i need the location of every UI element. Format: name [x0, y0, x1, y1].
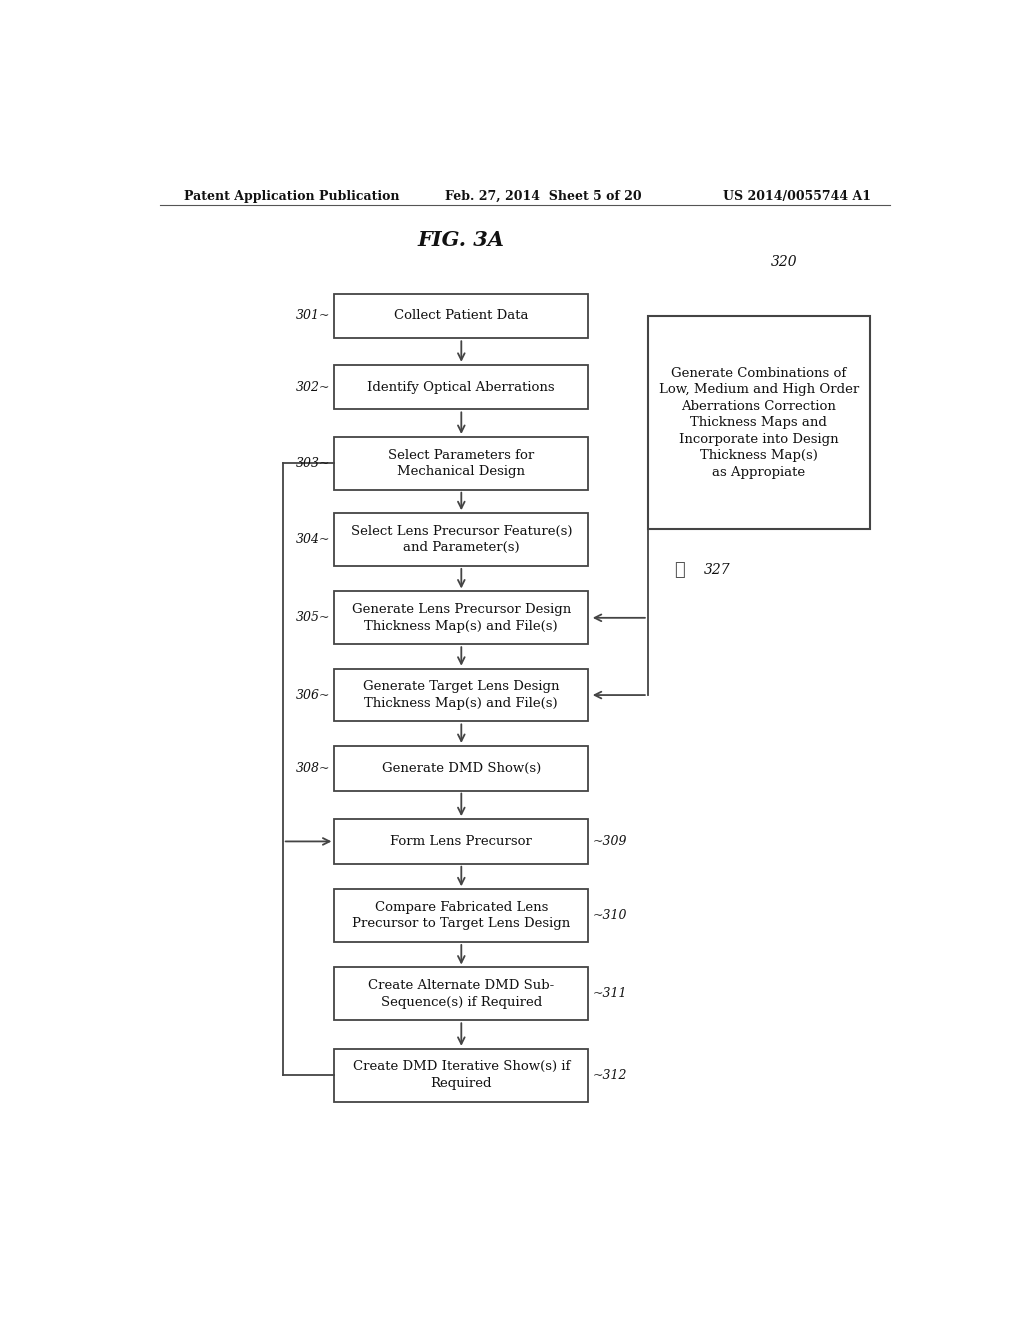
- Text: ~309: ~309: [592, 836, 627, 847]
- Bar: [334, 591, 588, 644]
- Text: 302~: 302~: [296, 380, 331, 393]
- Text: Generate Lens Precursor Design
Thickness Map(s) and File(s): Generate Lens Precursor Design Thickness…: [351, 603, 571, 632]
- Bar: [334, 818, 588, 863]
- Bar: [334, 293, 588, 338]
- Text: 304~: 304~: [296, 533, 331, 546]
- Bar: [334, 1049, 588, 1102]
- Text: 301~: 301~: [296, 309, 331, 322]
- Text: ~312: ~312: [592, 1069, 627, 1081]
- Text: 320: 320: [771, 255, 798, 269]
- Text: Select Lens Precursor Feature(s)
and Parameter(s): Select Lens Precursor Feature(s) and Par…: [350, 525, 572, 554]
- Text: Generate Target Lens Design
Thickness Map(s) and File(s): Generate Target Lens Design Thickness Ma…: [364, 680, 559, 710]
- Text: Identify Optical Aberrations: Identify Optical Aberrations: [368, 380, 555, 393]
- Text: Generate DMD Show(s): Generate DMD Show(s): [382, 762, 541, 775]
- Bar: [334, 513, 588, 566]
- Text: 305~: 305~: [296, 611, 331, 624]
- Text: Create DMD Iterative Show(s) if
Required: Create DMD Iterative Show(s) if Required: [352, 1060, 570, 1090]
- Text: Form Lens Precursor: Form Lens Precursor: [390, 836, 532, 847]
- Text: ~310: ~310: [592, 909, 627, 923]
- Text: Create Alternate DMD Sub-
Sequence(s) if Required: Create Alternate DMD Sub- Sequence(s) if…: [369, 979, 554, 1008]
- Text: Compare Fabricated Lens
Precursor to Target Lens Design: Compare Fabricated Lens Precursor to Tar…: [352, 900, 570, 931]
- Bar: [334, 437, 588, 490]
- Text: Collect Patient Data: Collect Patient Data: [394, 309, 528, 322]
- Bar: [334, 890, 588, 942]
- Text: Select Parameters for
Mechanical Design: Select Parameters for Mechanical Design: [388, 449, 535, 478]
- Text: ~311: ~311: [592, 987, 627, 1001]
- Bar: [648, 315, 870, 529]
- Bar: [334, 364, 588, 409]
- Text: 308~: 308~: [296, 762, 331, 775]
- Text: ⤵: ⤵: [674, 561, 685, 579]
- Text: US 2014/0055744 A1: US 2014/0055744 A1: [723, 190, 871, 202]
- Bar: [334, 746, 588, 791]
- Text: Patent Application Publication: Patent Application Publication: [183, 190, 399, 202]
- Text: 327: 327: [703, 564, 730, 577]
- Bar: [334, 669, 588, 722]
- Text: FIG. 3A: FIG. 3A: [418, 230, 505, 249]
- Text: Feb. 27, 2014  Sheet 5 of 20: Feb. 27, 2014 Sheet 5 of 20: [445, 190, 642, 202]
- Text: 306~: 306~: [296, 689, 331, 701]
- Text: Generate Combinations of
Low, Medium and High Order
Aberrations Correction
Thick: Generate Combinations of Low, Medium and…: [658, 367, 859, 479]
- Text: 303~: 303~: [296, 457, 331, 470]
- Bar: [334, 968, 588, 1020]
